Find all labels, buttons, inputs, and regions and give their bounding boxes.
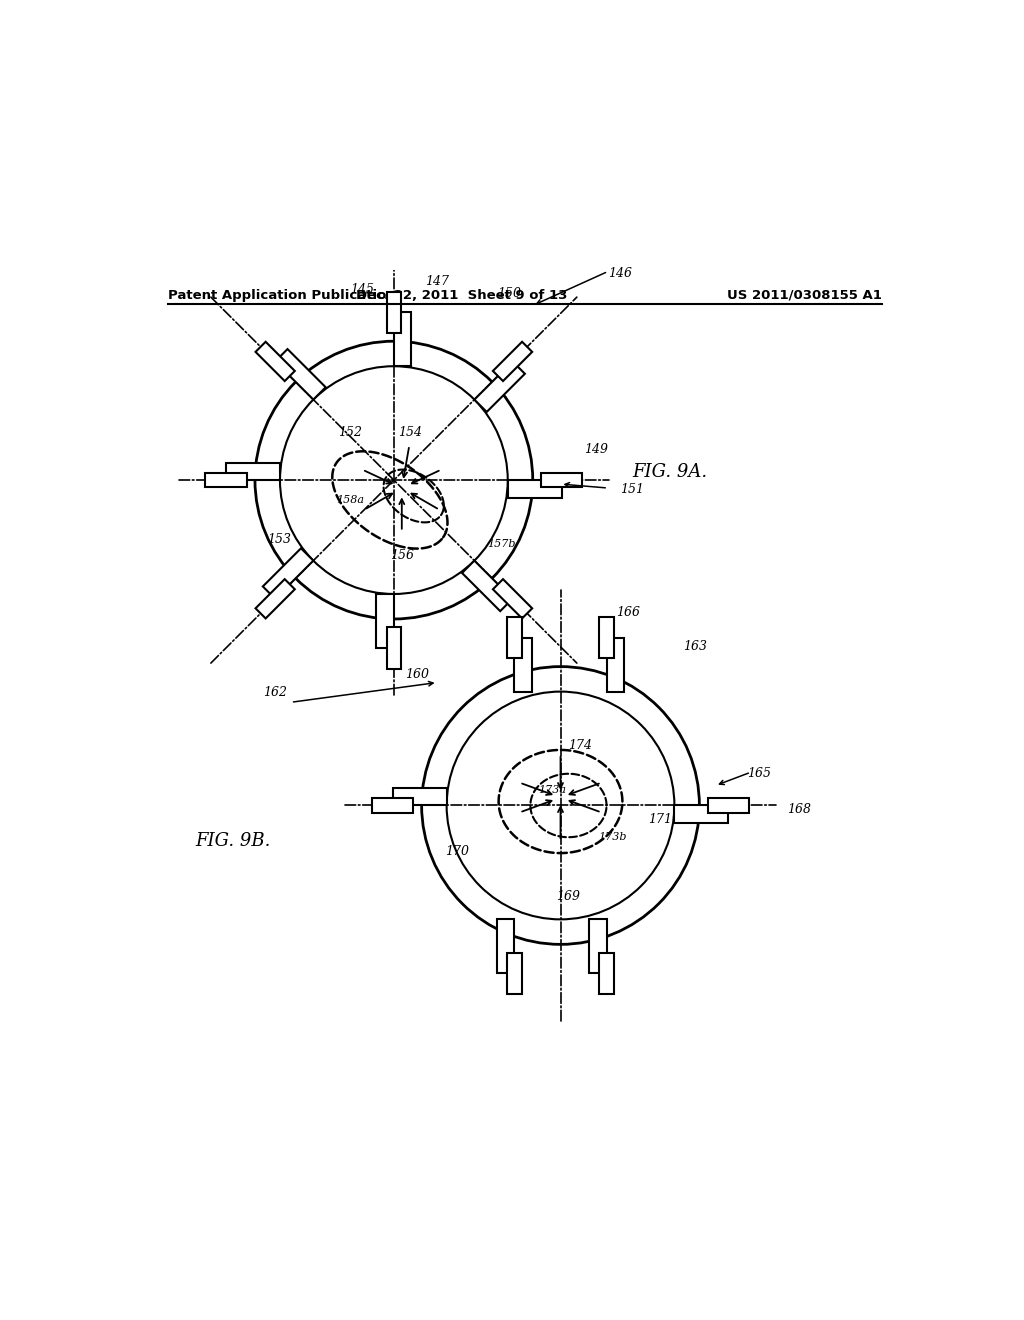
- Text: 145: 145: [350, 284, 374, 296]
- Text: 166: 166: [616, 606, 640, 619]
- Text: 147: 147: [426, 275, 450, 288]
- Bar: [493, 342, 532, 381]
- Text: 173a: 173a: [539, 784, 566, 795]
- Bar: [256, 342, 295, 381]
- Text: 157b: 157b: [486, 539, 515, 549]
- Text: 154: 154: [397, 426, 422, 440]
- Text: 174: 174: [568, 739, 592, 752]
- Bar: [387, 292, 401, 333]
- Bar: [493, 579, 532, 619]
- Bar: [206, 473, 247, 487]
- Bar: [275, 348, 326, 400]
- Text: 165: 165: [746, 767, 771, 780]
- Bar: [599, 953, 613, 994]
- Bar: [394, 313, 412, 366]
- Text: 163: 163: [683, 640, 708, 653]
- Bar: [462, 561, 513, 611]
- Text: 156: 156: [390, 549, 414, 562]
- Text: Patent Application Publication: Patent Application Publication: [168, 289, 395, 302]
- Text: 162: 162: [263, 686, 287, 700]
- Text: US 2011/0308155 A1: US 2011/0308155 A1: [727, 289, 882, 302]
- Bar: [589, 919, 606, 973]
- Bar: [675, 805, 728, 822]
- Text: Dec. 22, 2011  Sheet 9 of 13: Dec. 22, 2011 Sheet 9 of 13: [355, 289, 567, 302]
- Text: FIG. 9A.: FIG. 9A.: [632, 463, 707, 482]
- Text: 151: 151: [620, 483, 644, 496]
- Bar: [377, 594, 394, 648]
- Text: 153: 153: [267, 533, 291, 546]
- Bar: [599, 616, 613, 659]
- Text: 146: 146: [608, 267, 632, 280]
- Text: 171: 171: [648, 813, 672, 826]
- Bar: [474, 362, 525, 412]
- Text: 173b: 173b: [598, 832, 627, 842]
- Bar: [508, 480, 562, 498]
- Bar: [263, 548, 313, 599]
- Bar: [387, 627, 401, 669]
- Text: 170: 170: [445, 845, 469, 858]
- Text: 152: 152: [338, 426, 362, 440]
- Text: 149: 149: [585, 444, 608, 457]
- Bar: [541, 473, 583, 487]
- Text: 169: 169: [556, 890, 581, 903]
- Bar: [708, 799, 749, 813]
- Bar: [226, 462, 280, 480]
- Bar: [507, 616, 521, 659]
- Bar: [507, 953, 521, 994]
- Bar: [392, 788, 446, 805]
- Bar: [372, 799, 414, 813]
- Text: 168: 168: [786, 803, 811, 816]
- Text: 150: 150: [497, 288, 521, 300]
- Bar: [256, 579, 295, 619]
- Text: 160: 160: [406, 668, 430, 681]
- Text: FIG. 9B.: FIG. 9B.: [196, 832, 270, 850]
- Bar: [514, 638, 531, 692]
- Bar: [497, 919, 514, 973]
- Text: 158a: 158a: [336, 495, 365, 506]
- Bar: [606, 638, 624, 692]
